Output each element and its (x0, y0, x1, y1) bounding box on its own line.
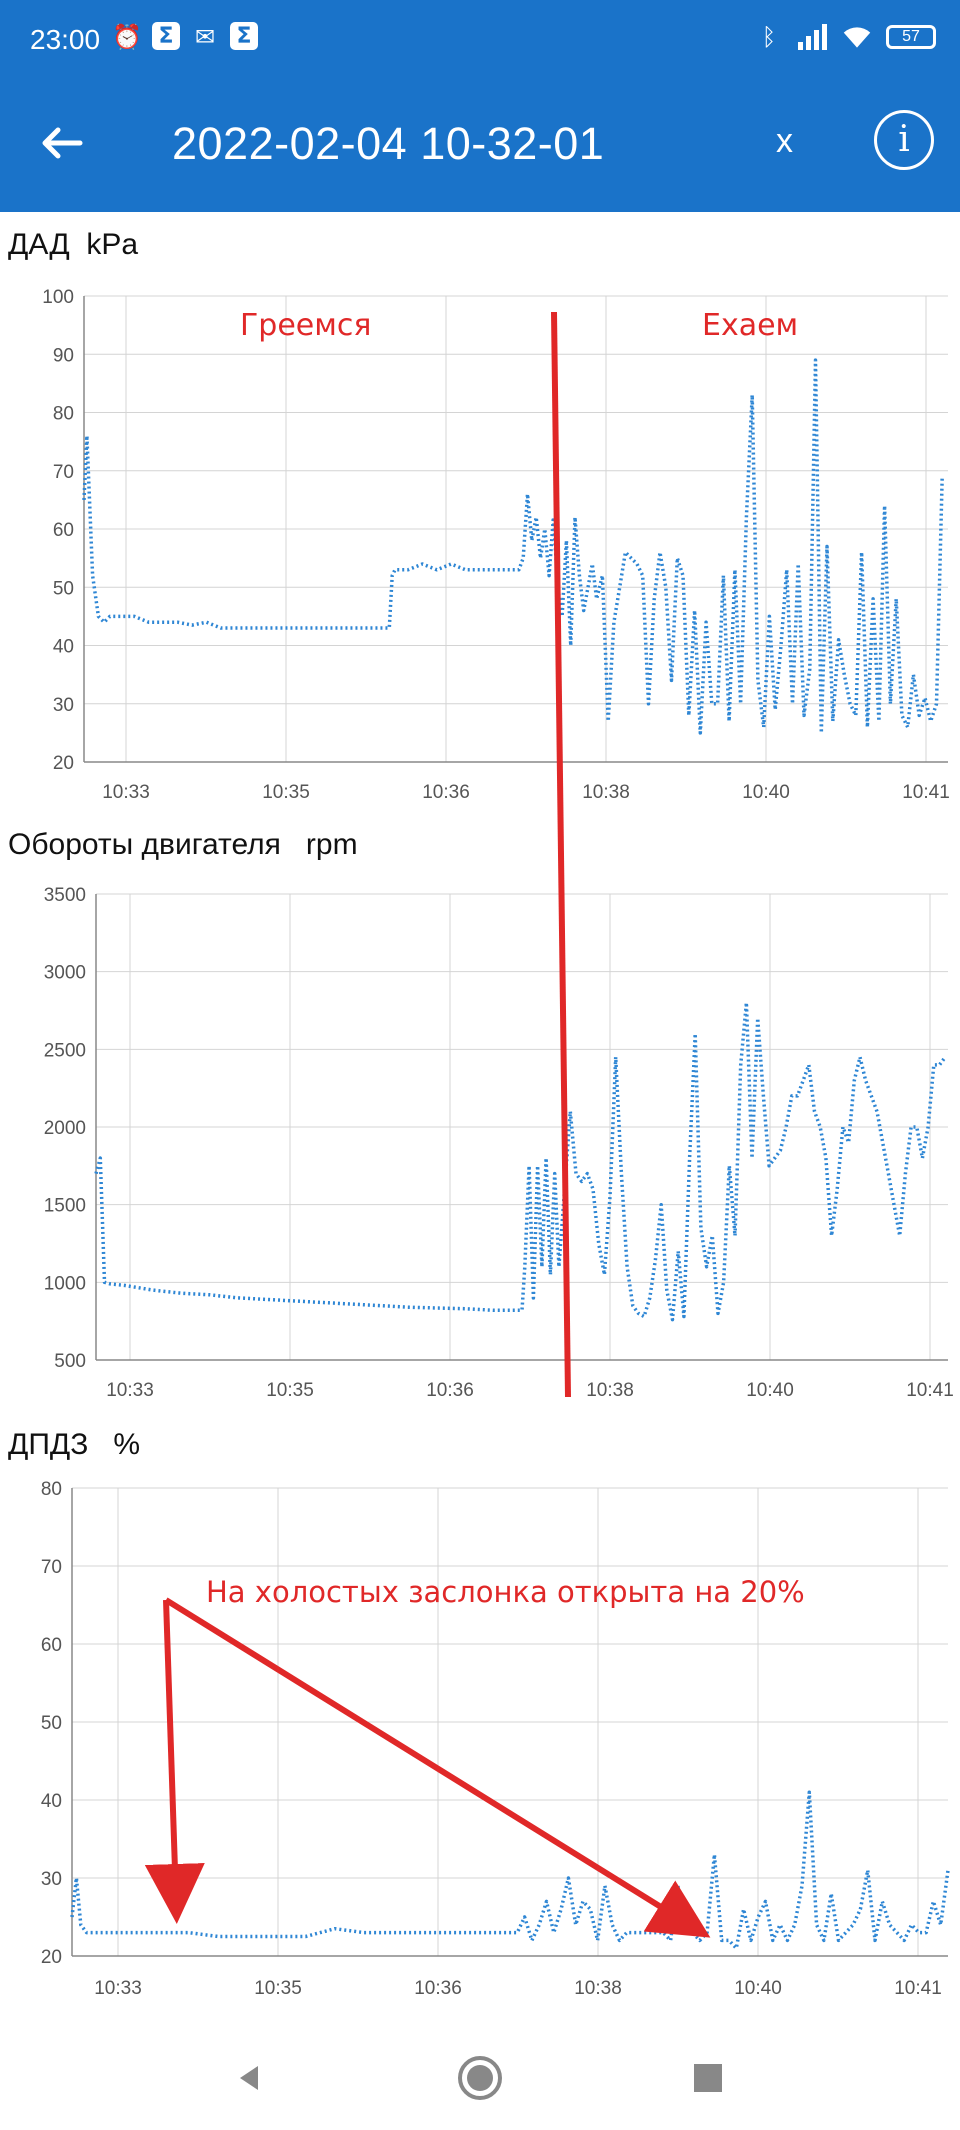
bluetooth-icon: ᛒ (761, 23, 777, 51)
chart-title: Обороты двигателя (8, 828, 281, 861)
chart-title: ДАД (8, 228, 70, 261)
x-tick-label: 10:36 (414, 1978, 462, 1999)
status-time: 23:00 (30, 24, 101, 55)
y-tick-label: 2500 (44, 1040, 86, 1061)
sigma-icon: Σ (230, 22, 258, 50)
y-tick-label: 30 (53, 695, 74, 716)
x-tick-label: 10:33 (102, 782, 150, 803)
y-tick-label: 500 (54, 1351, 86, 1372)
y-tick-label: 70 (53, 462, 74, 483)
x-tick-label: 10:35 (266, 1380, 314, 1401)
alarm-icon: ⏰ (112, 23, 142, 51)
y-tick-label: 60 (53, 520, 74, 541)
chart-unit: rpm (305, 828, 358, 861)
y-tick-label: 20 (53, 753, 74, 774)
page-title: 2022-02-04 10-32-01 (172, 118, 605, 169)
arrow-back-icon[interactable] (36, 118, 96, 178)
y-tick-label: 50 (53, 578, 74, 599)
x-tick-label: 10:38 (574, 1978, 622, 1999)
x-tick-label: 10:36 (426, 1380, 474, 1401)
y-tick-label: 40 (53, 637, 74, 658)
chart-map: 20 30 40 50 60 70 80 90 100 10:33 10:35 10:36 10:38 1… (42, 287, 950, 803)
annotation-warming: Греемся (240, 308, 372, 343)
y-tick-label: 1000 (44, 1273, 86, 1294)
close-button[interactable]: x (776, 122, 793, 160)
annotation-idle-note: На холостых заслонка открыта на 20% (206, 1575, 805, 1609)
x-tick-label: 10:36 (422, 782, 470, 803)
x-tick-label: 10:38 (582, 782, 630, 803)
y-tick-label: 80 (41, 1479, 62, 1500)
divider-line (551, 311, 571, 1398)
y-tick-label: 3000 (44, 963, 86, 984)
navigation-bar (0, 2040, 960, 2130)
y-tick-label: 2000 (44, 1118, 86, 1139)
y-tick-label: 50 (41, 1713, 62, 1734)
x-tick-label: 10:41 (894, 1978, 942, 1999)
app-bar: 2022-02-04 10-32-01 x i (0, 84, 960, 212)
chart-rpm: 500 1000 1500 2000 2500 3000 3500 10:33 10:35 10:… (44, 885, 954, 1401)
y-tick-label: 1500 (44, 1196, 86, 1217)
chart-title-map: ДАД kPa (8, 228, 138, 262)
x-tick-label: 10:41 (902, 782, 950, 803)
y-tick-label: 70 (41, 1557, 62, 1578)
gmail-icon: ✉ (194, 23, 216, 51)
chart-title-tps: ДПДЗ % (8, 1428, 140, 1462)
x-tick-label: 10:35 (254, 1978, 302, 1999)
x-tick-label: 10:33 (106, 1380, 154, 1401)
y-tick-label: 60 (41, 1635, 62, 1656)
x-tick-label: 10:38 (586, 1380, 634, 1401)
chart-unit: kPa (86, 228, 139, 261)
x-tick-label: 10:35 (262, 782, 310, 803)
chart-tps: 20 30 40 50 60 70 80 10:33 10:35 10:36 10:38 10:40 1… (41, 1479, 950, 1999)
back-triangle-icon[interactable] (220, 2048, 280, 2108)
y-tick-label: 90 (53, 345, 74, 366)
y-tick-label: 100 (42, 287, 74, 308)
status-bar: 23:00 ⏰ Σ ✉ Σ ᛒ 57 (0, 0, 960, 84)
x-tick-label: 10:40 (734, 1978, 782, 1999)
x-tick-label: 10:33 (94, 1978, 142, 1999)
signal-icon (798, 22, 828, 52)
home-circle-icon[interactable] (450, 2048, 510, 2108)
x-tick-label: 10:40 (746, 1380, 794, 1401)
y-tick-label: 3500 (44, 885, 86, 906)
wifi-icon (842, 22, 872, 52)
y-tick-label: 40 (41, 1791, 62, 1812)
annotation-arrow (164, 1597, 711, 1938)
battery-indicator: 57 (886, 25, 936, 49)
annotation-arrow (144, 1599, 205, 1924)
y-tick-label: 20 (41, 1947, 62, 1968)
info-icon[interactable]: i (874, 110, 934, 170)
annotation-driving: Ехаем (702, 308, 799, 343)
recents-square-icon[interactable] (678, 2048, 738, 2108)
x-tick-label: 10:40 (742, 782, 790, 803)
y-tick-label: 80 (53, 404, 74, 425)
chart-unit: % (113, 1428, 141, 1461)
sigma-icon: Σ (152, 22, 180, 50)
series-line (94, 1000, 947, 1322)
chart-title: ДПДЗ (8, 1428, 89, 1461)
series-line (82, 358, 944, 735)
status-left-icons: ⏰ Σ ✉ Σ (112, 22, 258, 52)
y-tick-label: 30 (41, 1869, 62, 1890)
status-right-icons: ᛒ 57 (754, 22, 936, 52)
x-tick-label: 10:41 (906, 1380, 954, 1401)
chart-title-rpm: Обороты двигателя rpm (8, 828, 358, 862)
